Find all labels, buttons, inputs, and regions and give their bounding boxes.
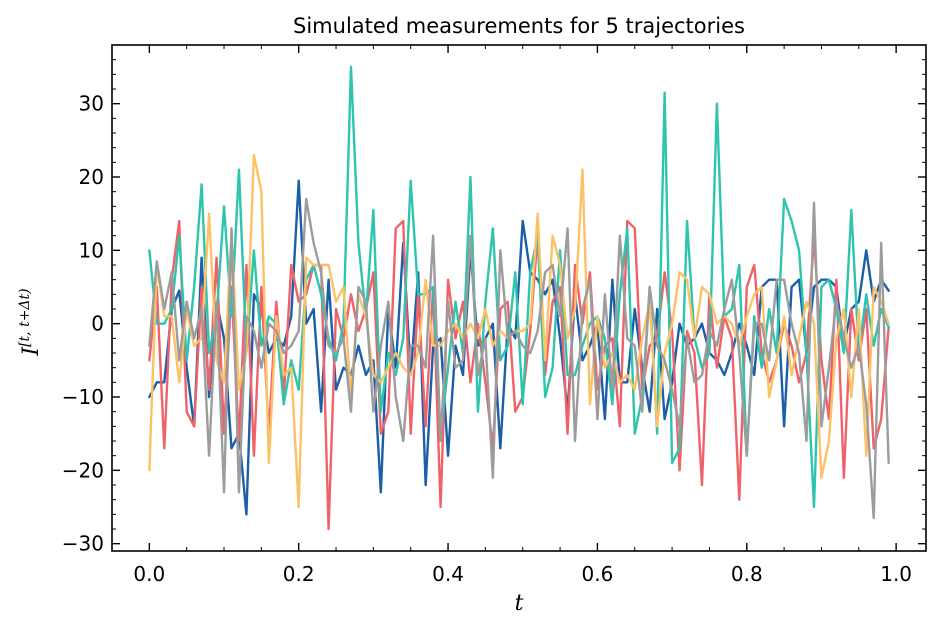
y-axis-label-main: I [19,346,44,357]
x-tick-label: 1.0 [880,562,912,586]
y-axis-label-superscript: [t, t+Δt) [17,288,33,347]
x-tick-label: 0.0 [133,562,165,586]
x-tick-label: 0.2 [283,562,315,586]
y-tick-label: 10 [79,238,104,262]
x-axis-label: t [515,591,524,616]
series-line-5 [148,197,890,520]
x-tick-label: 0.8 [731,562,763,586]
x-tick-label: 0.4 [432,562,464,586]
y-tick-label: 20 [79,165,104,189]
y-tick-label: −30 [62,532,104,556]
y-tick-label: −10 [62,385,104,409]
series-lines [148,65,890,531]
y-tick-label: 0 [91,312,104,336]
y-tick-label: 30 [79,92,104,116]
plot-area-frame [111,44,927,552]
y-axis-label: I[t, t+Δt) [17,288,44,356]
y-tick-label: −20 [62,458,104,482]
chart-title: Simulated measurements for 5 trajectorie… [293,14,745,38]
series-line-1 [148,179,890,516]
x-tick-label: 0.6 [582,562,614,586]
